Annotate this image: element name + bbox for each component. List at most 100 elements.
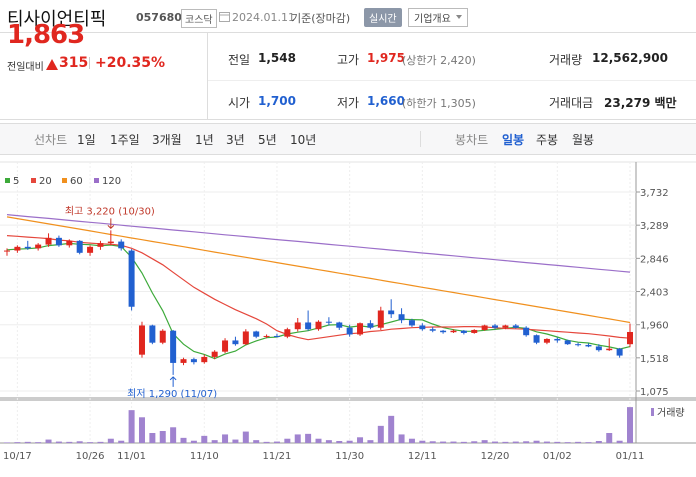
candle-body [564,340,571,345]
basis: 기준(장마감) [291,12,351,25]
candle-body [263,335,270,337]
stat-label: 전일 [228,53,251,67]
legend-label: 60 [70,176,83,187]
candle-body [201,356,208,363]
volume-bar [180,437,187,443]
y-tick-label: 1,518 [640,354,669,365]
volume-bar [325,440,332,443]
legend-label: 20 [39,176,52,187]
volume-bar [222,434,229,443]
candle-body [138,325,145,355]
volume-bar [35,442,42,443]
candle-body [35,244,42,249]
candle-chart-label[interactable]: 봉차트 [455,133,489,147]
period-tab[interactable]: 10년 [290,133,317,147]
candle-body [149,325,156,343]
candle-body [533,335,540,343]
y-tick-label: 1,960 [640,321,669,332]
price: 1,863 [7,20,85,50]
period-tab[interactable]: 5년 [258,133,277,147]
candle-body [492,325,499,328]
candle-body [45,237,52,245]
volume-bar [585,442,592,443]
legend-swatch [62,178,67,183]
x-tick-label: 12/20 [481,451,510,462]
volume-bar [523,441,530,443]
stat-value: 1,975 [367,51,405,65]
candle-tab[interactable]: 일봉 [502,133,525,147]
volume-bar [388,415,395,443]
candle-tab[interactable]: 월봉 [572,133,595,147]
line-chart-label[interactable]: 선차트 [34,133,68,147]
annotation-arrow [169,376,177,387]
volume-bar [616,440,623,443]
volume-bar [107,438,114,443]
stat-label: 거래량 [549,53,583,67]
candle-body [87,246,94,253]
volume-bar [305,433,312,443]
candle-body [398,314,405,321]
volume-bar [273,441,280,443]
volume-bar [357,437,364,443]
candle-tab[interactable]: 주봉 [536,133,559,147]
candle-body [595,346,602,351]
candle-body [606,348,613,351]
period-tab[interactable]: 1주일 [110,133,140,147]
legend-swatch [94,178,99,183]
volume-bar [398,434,405,443]
candle-body [273,335,280,337]
volume-bar [440,441,447,443]
volume-bar [87,442,94,443]
volume-bar [138,417,145,443]
y-tick-label: 2,403 [640,288,669,299]
company-button[interactable]: 기업개요 [408,8,468,27]
volume-bar [471,441,478,443]
candle-body [512,325,519,328]
volume-bar [419,440,426,443]
volume-bar [128,410,135,443]
candle-body [616,348,623,356]
annotation: 최저 1,290 (11/07) [127,388,217,400]
period-tab[interactable]: 1년 [195,133,214,147]
change-label: 전일대비 [7,62,44,73]
candle-body [284,329,291,337]
candle-body [554,338,561,341]
candle-body [294,322,301,330]
candle-body [377,310,384,328]
volume-bar [502,441,509,443]
volume-bar [408,438,415,443]
period-tab[interactable]: 3년 [226,133,245,147]
y-tick-label: 3,289 [640,221,669,232]
candle-body [211,351,218,357]
period-tab[interactable]: 1일 [77,133,96,147]
volume-bar [336,441,343,443]
legend-swatch [651,408,654,416]
candle-body [346,327,353,335]
volume-bar [492,441,499,443]
candle-body [325,321,332,323]
volume-bar [170,427,177,443]
up-arrow [46,59,58,70]
stock-name: 티사이언티픽 [7,9,107,30]
x-tick-label: 11/21 [263,451,292,462]
annotation-arrow [107,218,115,230]
x-tick-label: 10/26 [76,451,105,462]
volume-bar [367,440,374,443]
candle-body [55,237,62,246]
stat-label: 시가 [228,96,251,110]
change-pct: +20.35% [95,55,166,71]
volume-bar [190,440,197,443]
annotation: 최고 3,220 (10/30) [65,205,155,217]
volume-bar [284,438,291,443]
y-tick-label: 2,846 [640,254,669,265]
volume-bar [450,441,457,443]
candle-body [118,241,125,249]
volume-bar [346,440,353,443]
period-tab[interactable]: 3개월 [152,133,182,147]
volume-bar [159,431,166,443]
stat-label: 고가 [337,53,360,67]
candle-body [502,325,509,328]
row-divider [208,80,696,81]
realtime-button[interactable]: 실시간 [364,8,402,27]
